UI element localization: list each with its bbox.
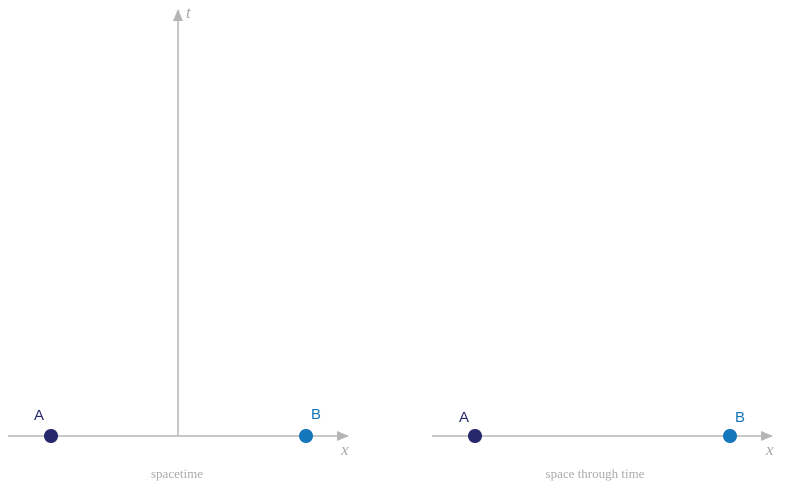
- point-b: [299, 429, 313, 443]
- x-axis-label: x: [340, 440, 349, 459]
- point-a: [44, 429, 58, 443]
- caption: spacetime: [151, 466, 203, 481]
- point-label: A: [459, 409, 469, 426]
- point-label: B: [735, 409, 745, 426]
- point-label: A: [34, 407, 44, 424]
- space-through-time-panel: x A B space through time: [432, 409, 774, 481]
- t-axis-label: t: [186, 3, 192, 22]
- x-axis-label: x: [765, 440, 774, 459]
- spacetime-panel: t x A B spacetime: [8, 3, 349, 481]
- caption: space through time: [546, 466, 645, 481]
- point-label: B: [311, 406, 321, 423]
- point-b: [723, 429, 737, 443]
- point-a: [468, 429, 482, 443]
